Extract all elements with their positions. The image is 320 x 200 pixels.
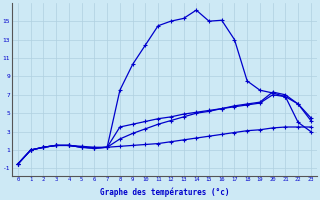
X-axis label: Graphe des températures (°c): Graphe des températures (°c) — [100, 188, 229, 197]
